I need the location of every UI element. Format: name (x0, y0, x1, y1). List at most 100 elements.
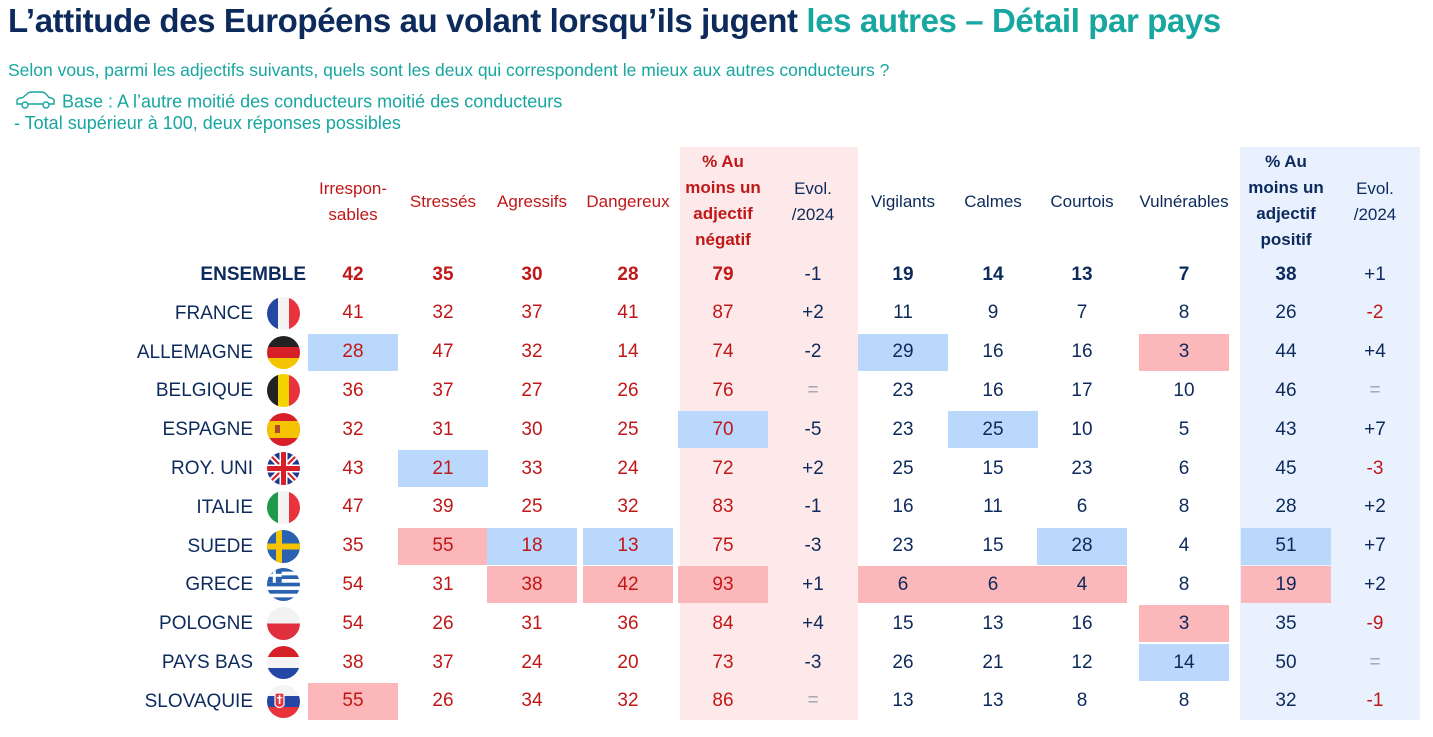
column-header-line: Vigilants (871, 192, 935, 211)
cell-vigilants: 11 (893, 302, 913, 324)
cell-courtois: 4 (1037, 566, 1127, 604)
row-label: PAYS BAS (161, 652, 253, 673)
cell-courtois: 12 (1071, 651, 1093, 673)
cell-agressifs: 18 (487, 527, 577, 565)
cell-courtois: 28 (1037, 527, 1127, 565)
cell-positif-total: 19 (1241, 566, 1331, 604)
cell-agressifs: 37 (521, 302, 543, 324)
poland-flag-icon (267, 607, 300, 641)
cell-calmes: 13 (982, 612, 1004, 634)
cell-negatif-total: 79 (712, 263, 734, 285)
cell-negatif-total: 74 (712, 341, 734, 363)
cell-dangereux: 25 (617, 418, 639, 440)
cell-calmes: 15 (982, 535, 1004, 557)
spain-flag-icon (267, 413, 300, 447)
cell-vulnerables: 10 (1173, 379, 1195, 401)
column-header-5: % Au moins un adjectif négatif (663, 149, 783, 253)
row-label: ROY. UNI (170, 458, 253, 479)
row-label: ENSEMBLE (200, 264, 306, 285)
cell-agressifs: 31 (521, 612, 543, 634)
column-header-line: Stressés (409, 192, 477, 211)
italy-flag-icon (267, 490, 300, 524)
cell-irresponsables: 28 (308, 333, 398, 371)
row-label: BELGIQUE (155, 380, 253, 402)
cell-vulnerables: 8 (1178, 690, 1190, 712)
column-header-line: Evol. (1356, 179, 1394, 198)
france-flag-icon (267, 296, 300, 330)
sweden-flag-icon (267, 529, 300, 563)
cell-irresponsables: 54 (342, 612, 364, 634)
cell-vigilants: 23 (892, 535, 914, 557)
cell-evol-positif: = (1369, 651, 1381, 673)
cell-positif-total: 50 (1275, 651, 1297, 673)
column-header-line: adjectif (693, 204, 753, 223)
column-header-line: moins un (1248, 178, 1324, 197)
column-header-4: Dangereux (568, 189, 688, 215)
cell-negatif-total: 72 (712, 457, 734, 479)
column-header-line: Agressifs (497, 192, 567, 211)
cell-evol-positif: -3 (1366, 457, 1384, 479)
cell-dangereux: 32 (617, 496, 639, 518)
base-text: Base : A l’autre moitié des conducteurs … (62, 91, 563, 112)
title-accent: les autres – Détail par pays (806, 2, 1221, 39)
cell-agressifs: 38 (487, 566, 577, 604)
cell-vulnerables: 3 (1139, 333, 1229, 371)
column-header-line: Calmes (964, 192, 1022, 211)
row-label: ITALIE (196, 496, 253, 518)
row-label: SUEDE (187, 535, 253, 557)
column-header-line: moins un (685, 178, 761, 197)
cell-agressifs: 30 (521, 418, 543, 440)
cell-irresponsables: 41 (342, 302, 364, 324)
cell-calmes: 9 (987, 302, 999, 324)
cell-irresponsables: 54 (342, 573, 364, 595)
cell-positif-total: 46 (1275, 379, 1297, 401)
cell-vigilants: 23 (892, 379, 914, 401)
cell-courtois: 10 (1071, 418, 1093, 440)
cell-dangereux: 24 (617, 457, 639, 479)
cell-evol-positif: +2 (1364, 573, 1386, 595)
cell-courtois: 16 (1071, 612, 1093, 634)
cell-positif-total: 32 (1275, 690, 1297, 712)
column-header-line: Dangereux (586, 192, 670, 211)
cell-calmes: 16 (982, 341, 1004, 363)
cell-irresponsables: 47 (342, 496, 364, 518)
cell-courtois: 17 (1071, 379, 1093, 401)
cell-positif-total: 43 (1275, 418, 1297, 440)
cell-vulnerables: 8 (1178, 496, 1190, 518)
cell-vigilants: 16 (892, 496, 914, 518)
cell-dangereux: 14 (617, 341, 639, 363)
column-header-6: Evol. /2024 (753, 176, 873, 228)
cell-stresses: 31 (432, 573, 454, 595)
cell-evol-positif: +7 (1364, 535, 1386, 557)
page-title: L’attitude des Européens au volant lorsq… (8, 2, 1221, 40)
cell-negatif-total: 76 (712, 379, 734, 401)
cell-positif-total: 51 (1241, 527, 1331, 565)
cell-vulnerables: 8 (1178, 573, 1190, 595)
cell-evol-positif: +4 (1364, 341, 1386, 363)
cell-irresponsables: 38 (342, 651, 364, 673)
cell-dangereux: 28 (617, 263, 639, 285)
cell-courtois: 16 (1071, 341, 1093, 363)
cell-evol-negatif: -5 (804, 418, 822, 440)
cell-vulnerables: 4 (1178, 535, 1190, 557)
cell-courtois: 13 (1071, 263, 1093, 285)
cell-agressifs: 24 (521, 651, 543, 673)
cell-calmes: 13 (982, 690, 1004, 712)
cell-stresses: 26 (432, 690, 454, 712)
column-header-line: Irrespon- (318, 179, 388, 198)
cell-positif-total: 45 (1275, 457, 1297, 479)
cell-irresponsables: 35 (342, 535, 364, 557)
base-note: Base : A l’autre moitié des conducteurs … (14, 90, 562, 115)
column-header-12: Evol. /2024 (1315, 176, 1433, 228)
row-label: GRECE (185, 574, 253, 596)
cell-irresponsables: 32 (342, 418, 364, 440)
cell-agressifs: 33 (521, 457, 543, 479)
cell-evol-negatif: -2 (804, 341, 822, 363)
row-label: ALLEMAGNE (136, 341, 253, 363)
cell-stresses: 26 (432, 612, 454, 634)
cell-negatif-total: 93 (678, 566, 768, 604)
slovakia-flag-icon (267, 684, 300, 718)
cell-dangereux: 26 (617, 379, 639, 401)
cell-positif-total: 38 (1275, 263, 1297, 285)
cell-vulnerables: 3 (1139, 605, 1229, 643)
